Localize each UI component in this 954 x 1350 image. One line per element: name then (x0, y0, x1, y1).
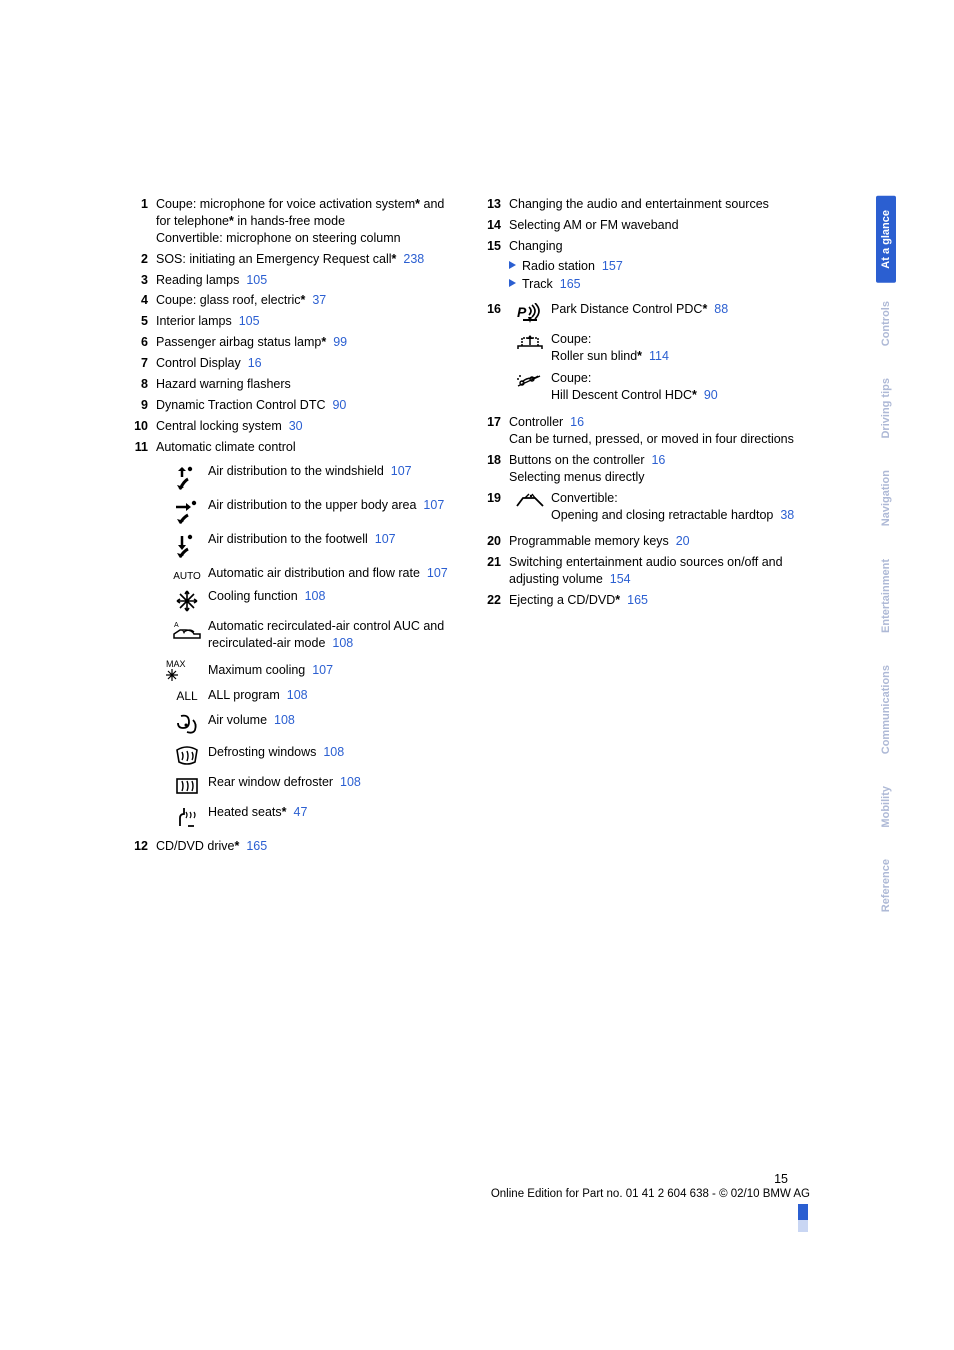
auto-icon: AUTO (166, 565, 208, 582)
item-body: Coupe: microphone for voice activation s… (156, 196, 457, 247)
page-link[interactable]: 99 (333, 335, 347, 349)
recirculate-icon: A (166, 618, 208, 640)
page-link[interactable]: 37 (312, 293, 326, 307)
sun-blind-icon (509, 331, 551, 351)
footer-bar-light-icon (798, 1220, 808, 1232)
page-content: 1 Coupe: microphone for voice activation… (130, 196, 810, 859)
page-link[interactable]: 108 (274, 713, 295, 727)
page-link[interactable]: 105 (246, 273, 267, 287)
page-link[interactable]: 165 (246, 839, 267, 853)
hardtop-icon (509, 490, 551, 510)
fan-icon (166, 712, 208, 736)
side-tab[interactable]: Controls (876, 287, 896, 360)
page-link[interactable]: 165 (627, 593, 648, 607)
page-link[interactable]: 108 (323, 745, 344, 759)
page-number: 15 (130, 1172, 810, 1186)
page-link[interactable]: 107 (312, 663, 333, 677)
page-link[interactable]: 47 (294, 805, 308, 819)
page-link[interactable]: 238 (403, 252, 424, 266)
item-body: SOS: initiating an Emergency Request cal… (156, 251, 457, 268)
page-link[interactable]: 108 (332, 636, 353, 650)
upper-body-air-icon (166, 497, 208, 525)
page-link[interactable]: 114 (649, 349, 669, 363)
hdc-icon (509, 370, 551, 390)
left-column: 1 Coupe: microphone for voice activation… (130, 196, 457, 859)
item-number: 1 (130, 196, 156, 247)
svg-text:P: P (517, 304, 527, 320)
page-link[interactable]: 20 (676, 534, 690, 548)
page-link[interactable]: 16 (570, 415, 584, 429)
heated-seat-icon (166, 804, 208, 828)
page-link[interactable]: 38 (780, 508, 794, 522)
page-link[interactable]: 108 (340, 775, 361, 789)
page-link[interactable]: 157 (602, 259, 623, 273)
page-link[interactable]: 105 (239, 314, 260, 328)
page-link[interactable]: 107 (375, 532, 396, 546)
page-link[interactable]: 154 (610, 572, 631, 586)
max-cooling-icon: MAX (166, 658, 208, 681)
item-number: 2 (130, 251, 156, 268)
side-tab[interactable]: Communications (876, 651, 896, 768)
triangle-bullet-icon (509, 261, 516, 269)
page-link[interactable]: 165 (560, 277, 581, 291)
page-footer: 15 Online Edition for Part no. 01 41 2 6… (130, 1172, 810, 1232)
right-column: 13Changing the audio and entertainment s… (483, 196, 810, 859)
page-link[interactable]: 108 (287, 688, 308, 702)
snowflake-icon (166, 588, 208, 612)
footwell-air-icon (166, 531, 208, 559)
pdc-icon: P (509, 301, 551, 325)
side-tab[interactable]: Navigation (876, 456, 896, 540)
footer-text: Online Edition for Part no. 01 41 2 604 … (130, 1188, 810, 1200)
all-icon: ALL (166, 687, 208, 703)
windshield-air-icon (166, 463, 208, 491)
svg-text:A: A (174, 622, 179, 629)
triangle-bullet-icon (509, 279, 516, 287)
defrost-front-icon (166, 744, 208, 766)
side-tabs: At a glance Controls Driving tips Navigatio… (876, 196, 900, 931)
side-tab[interactable]: Mobility (876, 772, 896, 842)
page-link[interactable]: 16 (248, 356, 262, 370)
defrost-rear-icon (166, 774, 208, 796)
page-link[interactable]: 107 (427, 566, 448, 580)
page-link[interactable]: 108 (305, 589, 326, 603)
page-link[interactable]: 30 (289, 419, 303, 433)
side-tab[interactable]: At a glance (876, 196, 896, 283)
page-link[interactable]: 107 (423, 498, 444, 512)
page-link[interactable]: 107 (391, 464, 412, 478)
side-tab[interactable]: Entertainment (876, 545, 896, 647)
page-link[interactable]: 90 (332, 398, 346, 412)
page-link[interactable]: 90 (704, 388, 718, 402)
side-tab[interactable]: Reference (876, 845, 896, 926)
footer-bar-icon (798, 1204, 808, 1220)
page-link[interactable]: 16 (651, 453, 665, 467)
page-link[interactable]: 88 (714, 302, 728, 316)
side-tab[interactable]: Driving tips (876, 364, 896, 453)
